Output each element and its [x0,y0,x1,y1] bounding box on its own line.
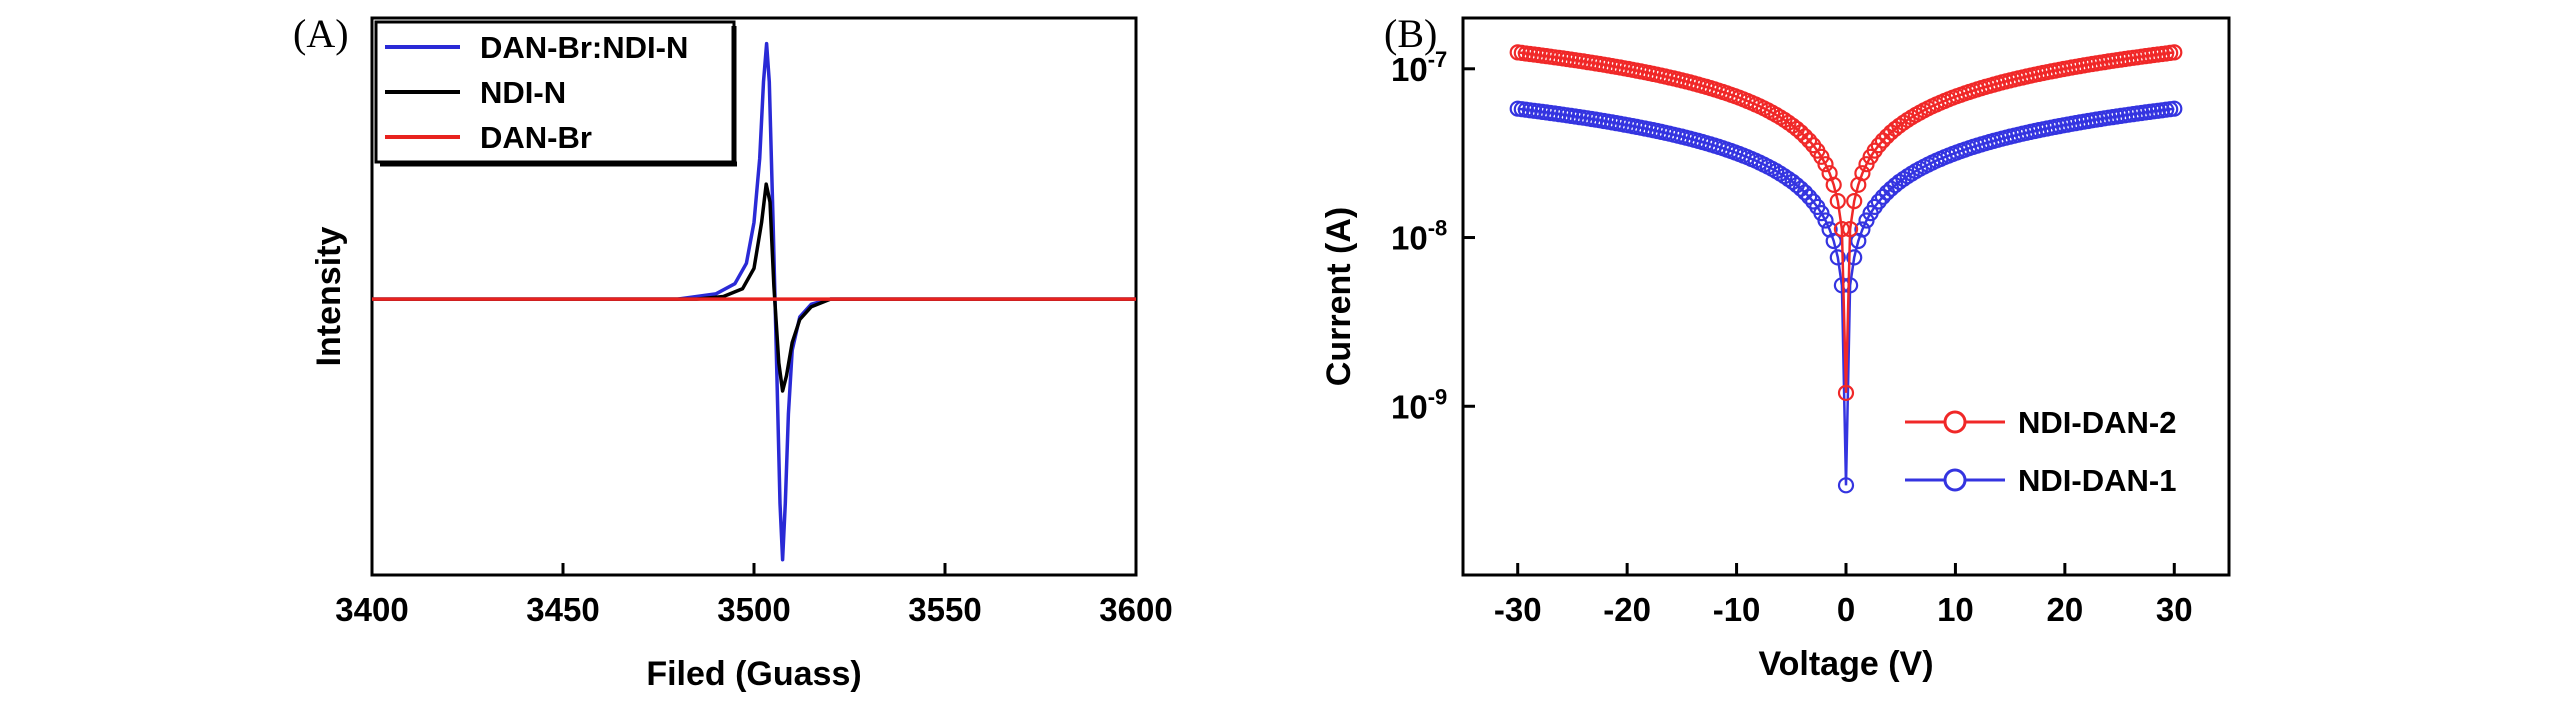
chart-b-y-axis: 10-9 10-8 10-7 [1391,47,1475,425]
chart-b-point-ndi-dan-1 [1829,249,1846,266]
chart-b: -30 -20 -10 0 10 20 30 10-9 10-8 10-7 Voltage (V… [1320,16,2231,683]
chart-b-point-ndi-dan-2 [1895,114,1912,131]
chart-b-x-axis: -30 -20 -10 0 10 20 30 [1494,563,2193,628]
chart-b-legend-label: NDI-DAN-1 [2018,463,2176,498]
chart-b-point-ndi-dan-2 [1854,165,1871,182]
chart-a-x-tick-label: 3500 [717,591,790,628]
chart-b-x-tick-label: 20 [2046,591,2083,628]
chart-b-point-ndi-dan-1 [2166,100,2183,117]
panel-label-a: (A) [293,11,349,56]
chart-b-point-ndi-dan-1 [1796,184,1814,201]
chart-b-point-ndi-dan-1 [1891,173,1908,190]
panel-label-b: (B) [1384,11,1437,56]
chart-a-x-tick-label: 3400 [335,591,408,628]
chart-b-point-ndi-dan-2 [1846,193,1863,210]
chart-b-point-ndi-dan-1 [1854,221,1871,238]
chart-a: 3400 3450 3500 3550 3600 Filed (Guass) Inten… [310,16,1173,693]
chart-b-point-ndi-dan-1 [1792,180,1810,197]
chart-b-point-ndi-dan-1 [1874,188,1892,205]
chart-a-x-axis-label: Filed (Guass) [646,655,861,693]
chart-b-x-tick-label: -20 [1603,591,1651,628]
chart-a-legend: DAN-Br:NDI-N NDI-N DAN-Br [374,20,737,167]
chart-b-point-ndi-dan-2 [1792,124,1810,141]
chart-b-point-ndi-dan-2 [1825,176,1842,193]
chart-b-point-ndi-dan-1 [1825,232,1842,250]
chart-b-y-tick-label: 10-9 [1391,384,1447,425]
chart-b-point-ndi-dan-2 [1817,156,1834,173]
chart-b-point-ndi-dan-2 [1833,221,1851,238]
chart-b-legend-label: NDI-DAN-2 [2018,405,2176,440]
chart-b-x-tick-label: 10 [1937,591,1974,628]
chart-b-point-ndi-dan-1 [1846,249,1863,266]
chart-b-point-ndi-dan-1 [1817,212,1834,229]
chart-b-point-ndi-dan-2 [1796,128,1814,145]
chart-a-legend-label: NDI-N [480,75,566,110]
chart-a-x-tick-label: 3450 [526,591,599,628]
chart-b-point-ndi-dan-2 [1841,221,1859,238]
chart-b-point-ndi-dan-1 [1870,193,1887,210]
chart-a-series-group [372,41,1136,562]
chart-b-legend-marker [1943,410,1967,434]
chart-b-point-ndi-dan-1 [1837,477,1855,494]
chart-b-point-ndi-dan-1 [1895,170,1912,188]
chart-b-point-ndi-dan-2 [1800,132,1818,149]
chart-a-y-axis-label: Intensity [310,227,348,367]
chart-b-point-ndi-dan-1 [1776,168,1793,185]
chart-b-point-ndi-dan-2 [1837,384,1855,401]
chart-b-y-tick-label: 10-8 [1391,216,1447,257]
chart-b-x-axis-label: Voltage (V) [1758,645,1933,683]
chart-a-legend-label: DAN-Br:NDI-N [480,30,688,65]
chart-b-y-axis-label: Current (A) [1320,207,1358,386]
chart-b-x-tick-label: -10 [1713,591,1761,628]
chart-a-line-ndi-n [372,182,1136,393]
chart-b-x-tick-label: 30 [2156,591,2193,628]
chart-b-point-ndi-dan-2 [2166,44,2183,61]
chart-b-point-ndi-dan-2 [1870,137,1887,154]
chart-b-point-ndi-dan-1 [1800,188,1818,205]
chart-b-point-ndi-dan-2 [1874,132,1892,149]
chart-b-point-ndi-dan-2 [1829,193,1846,210]
chart-a-x-axis: 3400 3450 3500 3550 3600 [335,563,1173,628]
chart-b-x-tick-label: 0 [1837,591,1855,628]
chart-b-x-tick-label: -30 [1494,591,1542,628]
chart-b-legend-marker [1943,468,1967,492]
chart-b-y-tick-label: 10-7 [1391,47,1447,88]
chart-a-legend-label: DAN-Br [480,120,592,155]
chart-b-legend: NDI-DAN-2 NDI-DAN-1 [1905,405,2176,498]
chart-a-x-tick-label: 3600 [1099,591,1172,628]
chart-a-x-tick-label: 3550 [908,591,981,628]
chart-b-series-group [1509,44,2183,494]
